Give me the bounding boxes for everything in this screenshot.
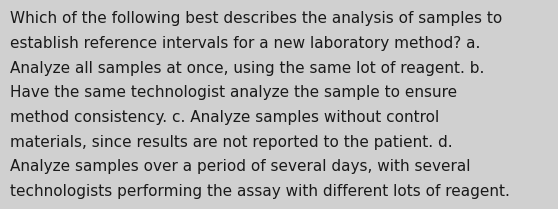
Text: Which of the following best describes the analysis of samples to: Which of the following best describes th…: [10, 11, 502, 27]
Text: technologists performing the assay with different lots of reagent.: technologists performing the assay with …: [10, 184, 510, 199]
Text: method consistency. c. Analyze samples without control: method consistency. c. Analyze samples w…: [10, 110, 439, 125]
Text: materials, since results are not reported to the patient. d.: materials, since results are not reporte…: [10, 135, 453, 150]
Text: Analyze samples over a period of several days, with several: Analyze samples over a period of several…: [10, 159, 470, 175]
Text: Have the same technologist analyze the sample to ensure: Have the same technologist analyze the s…: [10, 85, 457, 101]
Text: establish reference intervals for a new laboratory method? a.: establish reference intervals for a new …: [10, 36, 480, 51]
Text: Analyze all samples at once, using the same lot of reagent. b.: Analyze all samples at once, using the s…: [10, 61, 484, 76]
